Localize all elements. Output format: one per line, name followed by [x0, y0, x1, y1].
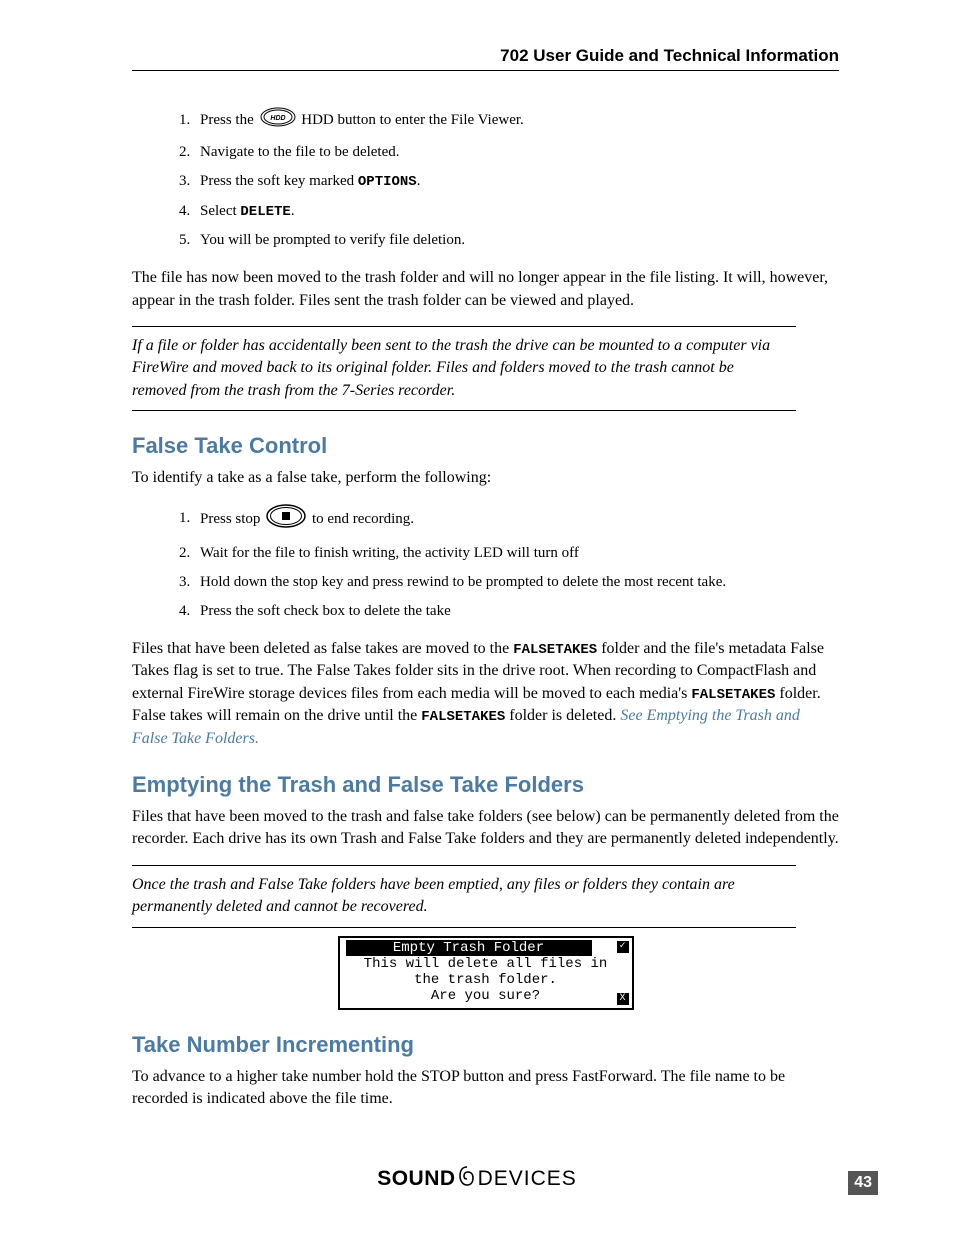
- section-heading-empty-trash: Emptying the Trash and False Take Folder…: [132, 772, 839, 798]
- step-item: Press the HDD HDD button to enter the Fi…: [194, 107, 839, 134]
- body-paragraph: Files that have been deleted as false ta…: [132, 638, 839, 751]
- step-item: Select DELETE.: [194, 201, 839, 223]
- brand-logo: SOUND DEVICES: [377, 1167, 577, 1190]
- body-paragraph: To advance to a higher take number hold …: [132, 1066, 839, 1111]
- section-heading-false-take: False Take Control: [132, 433, 839, 459]
- options-keyword: OPTIONS: [358, 174, 417, 190]
- step-item: Navigate to the file to be deleted.: [194, 142, 839, 163]
- note-rule-bottom: [132, 410, 796, 411]
- lcd-screenshot: Empty Trash Folder ✓ This will delete al…: [338, 936, 634, 1010]
- falsetakes-keyword: FALSETAKES: [421, 709, 505, 725]
- body-paragraph: To identify a take as a false take, perf…: [132, 467, 839, 489]
- document-page: 702 User Guide and Technical Information…: [0, 0, 954, 1235]
- note-rule-top: [132, 326, 796, 327]
- lcd-line: Are you sure?: [340, 988, 632, 1004]
- step-text: Press the soft key marked: [200, 173, 358, 189]
- step-item: Wait for the file to finish writing, the…: [194, 543, 839, 564]
- callout-note: Once the trash and False Take folders ha…: [132, 874, 792, 919]
- step-text: Press the: [200, 112, 258, 128]
- page-number: 43: [848, 1171, 878, 1195]
- body-paragraph: The file has now been moved to the trash…: [132, 267, 839, 312]
- numbered-steps-delete: Press the HDD HDD button to enter the Fi…: [132, 107, 839, 251]
- lcd-line: the trash folder.: [340, 972, 632, 988]
- step-item: Press the soft key marked OPTIONS.: [194, 171, 839, 193]
- text-run: folder is deleted.: [505, 707, 620, 724]
- falsetakes-keyword: FALSETAKES: [513, 642, 597, 658]
- lcd-x-icon: X: [617, 993, 629, 1005]
- step-item: Press the soft check box to delete the t…: [194, 601, 839, 622]
- falsetakes-keyword: FALSETAKES: [691, 687, 775, 703]
- lcd-check-icon: ✓: [617, 941, 629, 953]
- step-item: Press stop to end recording.: [194, 504, 839, 535]
- page-footer: SOUND DEVICES: [0, 1165, 954, 1193]
- section-heading-take-number: Take Number Incrementing: [132, 1032, 839, 1058]
- numbered-steps-false-take: Press stop to end recording. Wait for th…: [132, 504, 839, 622]
- body-paragraph: Files that have been moved to the trash …: [132, 806, 839, 851]
- hdd-icon-label: HDD: [270, 115, 285, 122]
- text-run: Files that have been deleted as false ta…: [132, 640, 513, 657]
- step-text: HDD button to enter the File Viewer.: [301, 112, 524, 128]
- step-item: You will be prompted to verify file dele…: [194, 230, 839, 251]
- spiral-logo-icon: [458, 1165, 476, 1193]
- header-rule: [132, 70, 839, 71]
- step-text: to end recording.: [312, 510, 414, 526]
- step-text: Press stop: [200, 510, 264, 526]
- callout-note: If a file or folder has accidentally bee…: [132, 335, 792, 402]
- note-rule-top: [132, 865, 796, 866]
- step-item: Hold down the stop key and press rewind …: [194, 572, 839, 593]
- step-text: .: [291, 203, 295, 219]
- brand-text-thin: DEVICES: [478, 1167, 577, 1190]
- lcd-line: This will delete all files in: [340, 956, 632, 972]
- hdd-button-icon: HDD: [260, 107, 296, 134]
- brand-text-bold: SOUND: [377, 1167, 455, 1190]
- lcd-title: Empty Trash Folder: [346, 940, 592, 956]
- step-text: Select: [200, 203, 240, 219]
- stop-button-icon: [266, 504, 306, 535]
- note-rule-bottom: [132, 927, 796, 928]
- step-text: .: [417, 173, 421, 189]
- delete-keyword: DELETE: [240, 204, 290, 220]
- page-header: 702 User Guide and Technical Information: [132, 46, 839, 66]
